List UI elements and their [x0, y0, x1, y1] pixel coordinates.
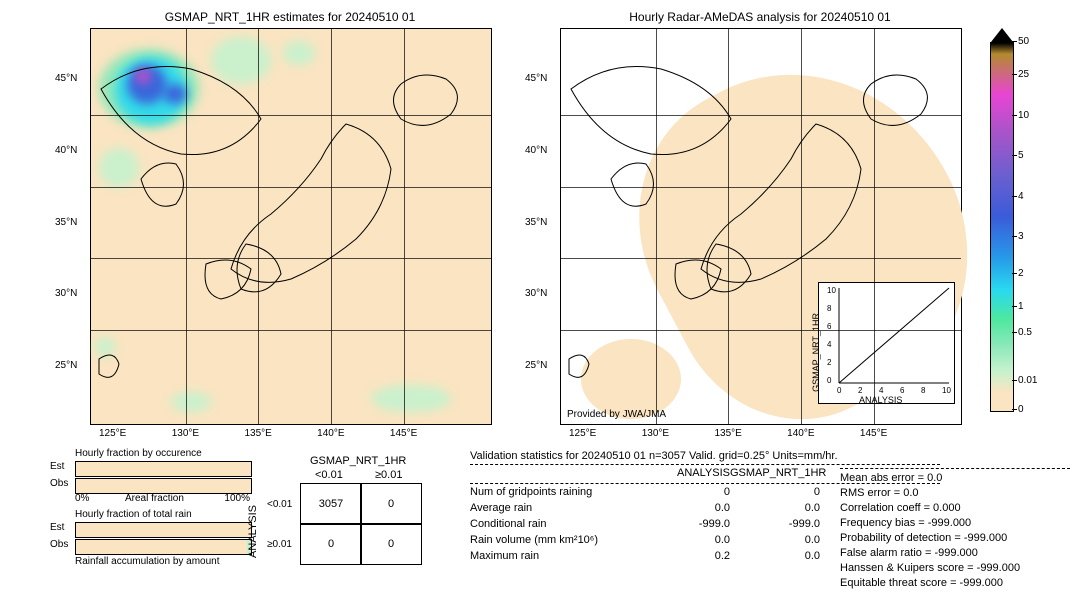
cont-r2: ≥0.01 [267, 539, 292, 550]
left-map: 125°E130°E135°E140°E145°E25°N30°N35°N40°… [90, 28, 492, 425]
occurrence-bars: Hourly fraction by occurence Est Obs 0% … [50, 448, 250, 569]
acc-title: Rainfall accumulation by amount [75, 556, 250, 567]
cont-col-header: GSMAP_NRT_1HR [310, 455, 406, 467]
metrics-list: Mean abs error = 0.0RMS error = 0.0Corre… [840, 468, 1070, 592]
est-label: Est [50, 461, 64, 472]
est-label-2: Est [50, 522, 64, 533]
figure: GSMAP_NRT_1HR estimates for 20240510 01 … [10, 10, 1070, 602]
est-occ-bar [75, 461, 252, 477]
attribution: Provided by JWA/JMA [567, 409, 666, 420]
obs-label: Obs [50, 478, 68, 489]
inset-ylabel: GSMAP_NRT_1HR [811, 313, 821, 392]
bar-x1: 100% [224, 493, 250, 504]
bar-xmid: Areal fraction [125, 493, 184, 504]
left-map-coast [91, 29, 491, 424]
cont-11: 0 [360, 523, 422, 565]
right-map-title: Hourly Radar-AMeDAS analysis for 2024051… [560, 10, 960, 24]
inset-xlabel: ANALYSIS [859, 395, 902, 405]
est-tot-bar [75, 522, 252, 538]
colorbar-gradient [990, 42, 1014, 412]
left-map-title: GSMAP_NRT_1HR estimates for 20240510 01 [90, 10, 490, 24]
val-rule [470, 464, 940, 465]
obs-tot-bar [75, 539, 252, 555]
scatter-inset: ANALYSIS GSMAP_NRT_1HR 00224466881010 [818, 282, 955, 404]
cont-00: 3057 [300, 483, 362, 525]
tot-title: Hourly fraction of total rain [75, 509, 250, 520]
occ-title: Hourly fraction by occurence [75, 448, 250, 459]
cont-row-header: ANALYSIS [247, 505, 259, 558]
cont-01: 0 [360, 483, 422, 525]
val-title: Validation statistics for 20240510 01 n=… [470, 450, 1070, 462]
contingency-table: GSMAP_NRT_1HR <0.01 ≥0.01 ANALYSIS <0.01… [265, 455, 435, 575]
cont-c1: <0.01 [315, 469, 343, 481]
cont-r1: <0.01 [267, 499, 292, 510]
obs-occ-bar [75, 478, 252, 494]
scatter-plot [819, 283, 954, 403]
colorbar-arrow [991, 28, 1013, 42]
right-map: ANALYSIS GSMAP_NRT_1HR 00224466881010 Pr… [560, 28, 962, 425]
val-c2: GSMAP_NRT_1HR [730, 467, 820, 479]
obs-label-2: Obs [50, 539, 68, 550]
bar-x0: 0% [75, 493, 89, 504]
cont-10: 0 [300, 523, 362, 565]
val-c1: ANALYSIS [640, 467, 730, 479]
colorbar: 502510543210.50.010 [990, 28, 1014, 412]
cont-c2: ≥0.01 [375, 469, 402, 481]
